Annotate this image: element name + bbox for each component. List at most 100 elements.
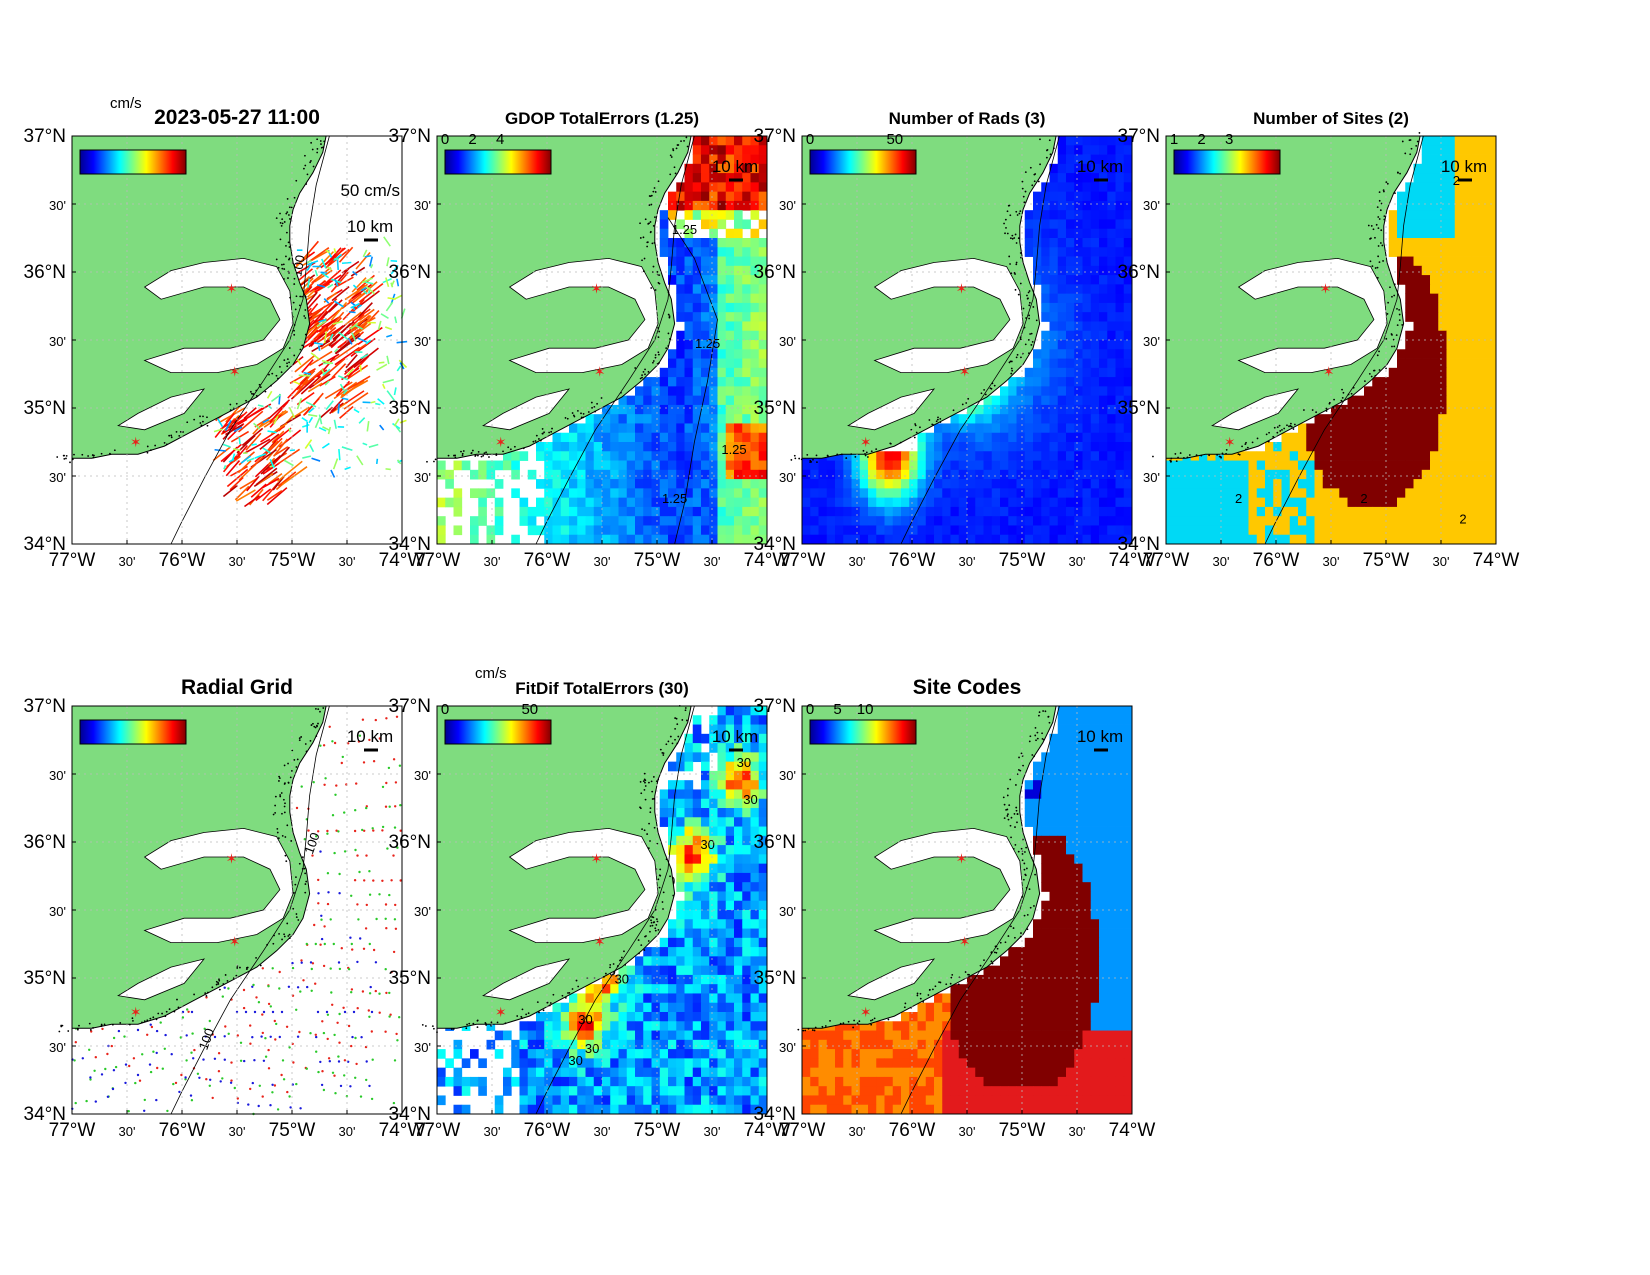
nsites-cell [1397, 200, 1406, 211]
nsites-cell [1438, 256, 1447, 267]
gdop-cell [684, 423, 694, 434]
fitdif-cell [750, 900, 760, 911]
nrads-cell [1090, 330, 1100, 341]
gdop-cell [511, 469, 520, 480]
nsites-cell [1405, 525, 1414, 536]
nsites-cell [1454, 451, 1464, 461]
current-vector [273, 427, 292, 443]
gdop-cell [659, 525, 669, 536]
nrads-cell [950, 516, 960, 526]
fitdif-cell [684, 947, 694, 957]
nsites-cell [1471, 284, 1480, 295]
fitdif-cell [684, 1002, 694, 1013]
nsites-cell [1405, 219, 1414, 230]
nsites-cell [1405, 506, 1414, 517]
shore-dot [211, 986, 214, 989]
nrads-cell [1123, 284, 1133, 295]
shore-dot [513, 445, 516, 448]
nsites-cell [1463, 414, 1472, 424]
gdop-cell [717, 506, 727, 517]
shore-dot [1397, 171, 1399, 174]
nrads-cell [1099, 377, 1108, 387]
radial-grid-point [329, 918, 332, 921]
fitdif-cell [552, 1002, 562, 1013]
nrads-cell [1008, 469, 1017, 480]
current-vector [336, 276, 354, 287]
current-vector [328, 299, 343, 313]
radial-grid-point [372, 760, 376, 763]
nsites-cell [1388, 451, 1398, 461]
fitdif-cell [725, 928, 735, 939]
nrads-cell [917, 525, 927, 536]
radial-grid-point [362, 761, 366, 764]
current-vector [368, 443, 379, 448]
gdop-cell [668, 377, 677, 387]
nsites-cell [1380, 516, 1390, 526]
radial-grid-point [350, 1044, 353, 1048]
nsites-cell [1454, 228, 1464, 239]
nrads-cell [1057, 451, 1067, 461]
radial-grid-point [89, 1076, 92, 1079]
radial-grid-point [155, 1051, 158, 1055]
gdop-cell [750, 460, 760, 471]
shore-dot [1350, 392, 1353, 395]
nsites-cell [1438, 163, 1447, 174]
nsites-cell [1454, 238, 1464, 248]
shore-dot [170, 436, 173, 439]
fitdif-cell [701, 872, 710, 883]
nrads-cell [1033, 516, 1042, 526]
fitdif-cell [709, 1039, 718, 1050]
nrads-cell [1115, 173, 1125, 183]
nrads-cell [1016, 469, 1026, 480]
nrads-cell [1074, 284, 1083, 295]
gdop-cell [701, 414, 710, 424]
fitdif-cell [750, 965, 760, 976]
nrads-cell [1082, 506, 1092, 517]
y-tick-label: 30' [1143, 470, 1160, 485]
nsites-cell [1347, 497, 1357, 508]
nrads-cell [1107, 451, 1116, 461]
gdop-cell [725, 340, 735, 350]
radial-grid-point [368, 1084, 371, 1088]
fitdif-cell [758, 808, 768, 818]
nsites-cell [1190, 525, 1200, 536]
gdop-cell [684, 414, 694, 424]
shore-dot [1376, 266, 1379, 269]
nsites-cell [1438, 238, 1447, 248]
shore-dot [1028, 352, 1030, 355]
radial-grid-point [324, 777, 327, 780]
gdop-cell [742, 173, 751, 183]
nrads-cell [1066, 321, 1075, 332]
current-vector [344, 466, 351, 471]
fitdif-cell [519, 1039, 529, 1050]
nsites-cell [1446, 238, 1456, 248]
radial-grid-point [368, 992, 372, 995]
nsites-cell [1256, 469, 1266, 480]
nrads-cell [1074, 395, 1083, 406]
nrads-cell [859, 525, 869, 536]
fitdif-cell [734, 947, 743, 957]
current-vector [296, 397, 303, 410]
fitdif-cell [758, 956, 768, 967]
gdop-cell [643, 377, 652, 387]
gdop-cell [668, 451, 677, 461]
nrads-cell [975, 451, 984, 461]
nrads-cell [1074, 386, 1083, 397]
nsites-cell [1248, 460, 1258, 471]
nsites-cell [1421, 423, 1431, 434]
gdop-cell [626, 525, 636, 536]
fitdif-cell [569, 1021, 578, 1031]
shore-dot [1340, 399, 1343, 402]
gdop-cell [659, 386, 669, 397]
gdop-cell [676, 367, 685, 378]
gdop-cell [734, 534, 743, 545]
current-vector [337, 403, 340, 414]
gdop-cell [626, 460, 636, 471]
gdop-cell [610, 469, 619, 480]
shore-dot [297, 919, 300, 921]
shore-dot [644, 218, 647, 221]
radial-grid-point [271, 1083, 274, 1087]
shore-dot [580, 412, 582, 415]
nrads-cell [1082, 200, 1092, 211]
radial-grid-point [392, 950, 396, 954]
